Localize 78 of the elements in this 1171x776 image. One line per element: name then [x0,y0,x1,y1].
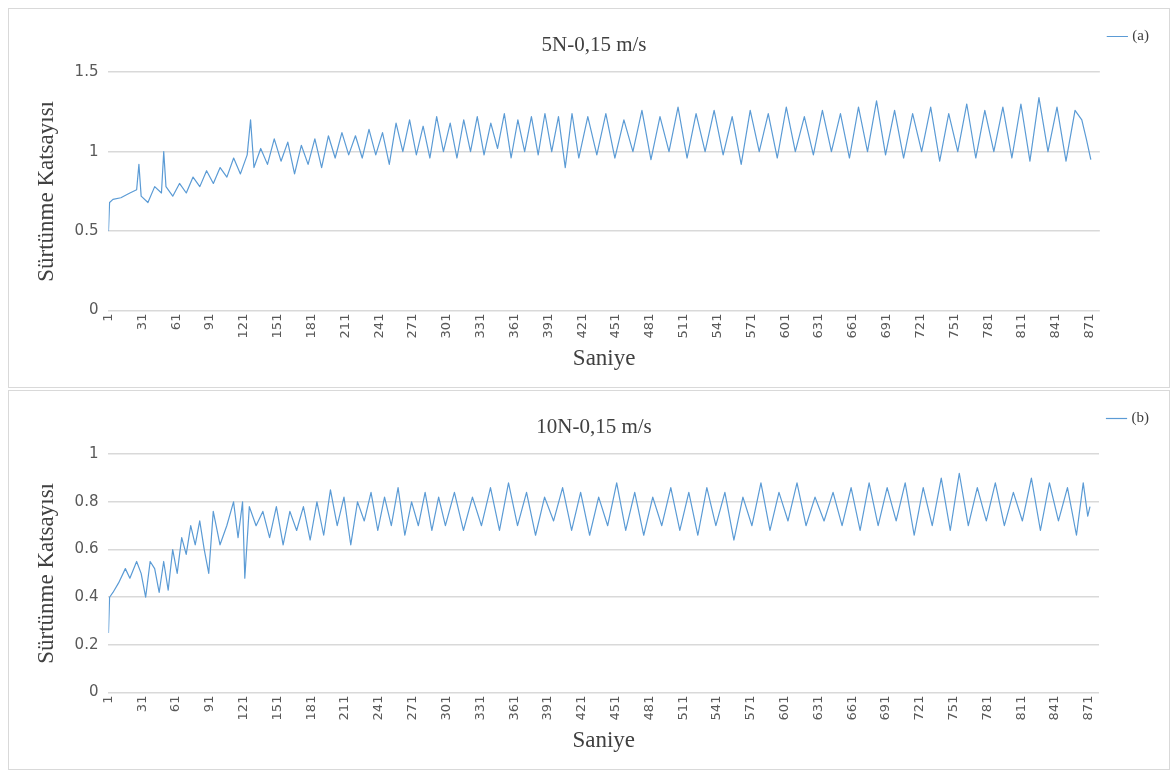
x-tick-label: 241 [370,313,386,339]
x-tick-label: 721 [911,313,927,339]
x-tick-label: 301 [437,695,453,721]
x-tick-label: 1 [99,695,115,704]
x-tick-label: 871 [1081,313,1097,339]
y-axis-title: Sürtünme Katsayısı [32,483,58,664]
x-tick-label: 331 [472,313,488,339]
x-tick-label: 661 [843,695,859,721]
y-tick-label: 1 [88,141,99,160]
legend-label: (a) [1132,27,1150,45]
x-tick-label: 331 [471,695,487,721]
y-tick-label: 1 [88,444,99,463]
x-tick-label: 151 [268,695,284,721]
x-tick-label: 31 [133,695,149,713]
x-tick-label: 871 [1080,695,1096,721]
x-tick-label: 391 [539,695,555,721]
legend-label: (b) [1131,409,1150,427]
y-axis-title: Sürtünme Katsayısı [32,101,58,282]
chart-title: 5N-0,15 m/s [541,32,647,57]
y-tick-label: 0.5 [74,221,99,240]
x-axis-title: Saniye [572,345,636,371]
x-tick-label: 541 [708,313,724,339]
x-tick-label: 391 [539,313,555,339]
x-tick-label: 811 [1012,695,1028,721]
x-tick-label: 571 [742,695,758,721]
x-tick-label: 601 [775,695,791,721]
x-tick-label: 661 [844,313,860,339]
x-tick-label: 421 [573,695,589,721]
x-tick-label: 541 [708,695,724,721]
x-tick-label: 211 [336,695,352,721]
x-tick-label: 811 [1013,313,1029,339]
x-tick-label: 121 [235,695,251,721]
x-tick-label: 481 [640,695,656,721]
x-tick-label: 631 [809,695,825,721]
x-tick-label: 691 [878,313,894,339]
x-tick-label: 781 [979,313,995,339]
x-tick-label: 301 [438,313,454,339]
x-tick-label: 571 [742,313,758,339]
x-tick-label: 841 [1046,695,1062,721]
x-tick-label: 451 [607,313,623,339]
x-tick-label: 181 [302,695,318,721]
y-tick-label: 0.6 [74,539,99,558]
y-tick-label: 0 [88,682,99,701]
y-tick-label: 0.8 [74,491,99,510]
x-tick-label: 211 [336,313,352,339]
x-tick-label: 91 [201,313,217,331]
x-tick-label: 1 [99,313,115,322]
x-tick-label: 271 [404,695,420,721]
x-tick-label: 841 [1047,313,1063,339]
x-tick-label: 481 [641,313,657,339]
y-tick-label: 0.2 [74,634,99,653]
x-tick-label: 751 [945,313,961,339]
x-tick-label: 361 [505,313,521,339]
x-tick-label: 181 [302,313,318,339]
x-tick-label: 121 [235,313,251,339]
chart-title: 10N-0,15 m/s [536,414,652,439]
x-tick-label: 61 [167,695,183,713]
x-axis-title: Saniye [572,727,636,753]
x-tick-label: 91 [201,695,217,713]
x-tick-label: 451 [606,695,622,721]
y-tick-label: 0.4 [74,587,99,606]
x-tick-label: 751 [945,695,961,721]
x-tick-label: 421 [573,313,589,339]
x-tick-label: 361 [505,695,521,721]
x-tick-label: 781 [978,695,994,721]
x-tick-label: 61 [167,313,183,331]
x-tick-label: 241 [370,695,386,721]
x-tick-label: 631 [810,313,826,339]
x-tick-label: 601 [776,313,792,339]
x-tick-label: 721 [911,695,927,721]
x-tick-label: 691 [877,695,893,721]
y-tick-label: 0 [88,300,99,319]
x-tick-label: 511 [675,313,691,339]
y-tick-label: 1.5 [74,62,99,81]
x-tick-label: 511 [674,695,690,721]
x-tick-label: 151 [269,313,285,339]
x-tick-label: 271 [404,313,420,339]
x-tick-label: 31 [133,313,149,331]
